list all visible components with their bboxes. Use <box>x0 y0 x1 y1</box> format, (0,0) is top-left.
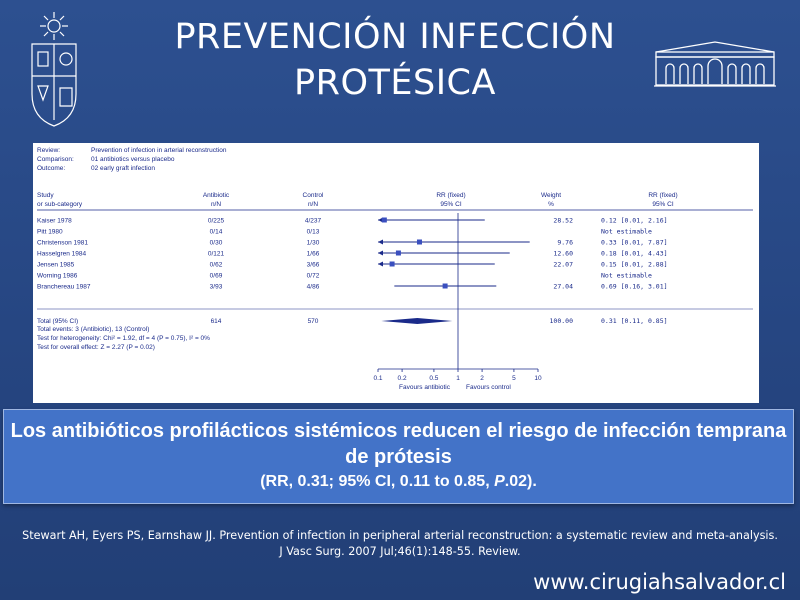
study-weight: 28.52 <box>553 217 573 225</box>
antibiotic-count: 0/225 <box>208 218 225 225</box>
control-count: 0/13 <box>307 229 320 236</box>
outcome-label: Outcome: <box>37 165 65 172</box>
antibiotic-count: 0/69 <box>210 273 223 280</box>
x-tick-label: 1 <box>456 375 460 382</box>
summary-stats-post: .02). <box>504 473 537 490</box>
col-control-1: Control <box>303 192 325 199</box>
total-label: Total (95% CI) <box>37 318 78 325</box>
col-study-1: Study <box>37 192 54 199</box>
summary-statistics: (RR, 0.31; 95% CI, 0.11 to 0.85, P.02). <box>4 472 793 492</box>
point-estimate <box>416 239 422 245</box>
x-tick-label: 10 <box>534 375 542 382</box>
point-estimate <box>442 283 448 289</box>
study-name: Hasselgren 1984 <box>37 251 87 258</box>
x-tick-label: 5 <box>512 375 516 382</box>
university-crest-icon <box>31 12 77 127</box>
control-count: 4/86 <box>307 284 320 291</box>
study-name: Jensen 1985 <box>37 262 75 269</box>
control-count: 1/66 <box>307 251 320 258</box>
pooled-diamond <box>381 318 453 324</box>
control-count: 0/72 <box>307 273 320 280</box>
col-control-2: n/N <box>308 201 318 208</box>
total-control: 570 <box>308 318 319 325</box>
review-label: Review: <box>37 147 60 154</box>
antibiotic-count: 0/121 <box>208 251 225 258</box>
website-url: www.cirugiahsalvador.cl <box>533 570 786 594</box>
ci-arrow-left <box>378 250 383 256</box>
col-rrci-2: 95% CI <box>652 201 674 208</box>
summary-stats-pre: (RR, 0.31; 95% CI, 0.11 to 0.85, <box>260 473 495 490</box>
col-study-2: or sub-category <box>37 201 83 208</box>
total-rr-ci: 0.31 [0.11, 0.85] <box>601 317 668 325</box>
antibiotic-count: 0/62 <box>210 262 223 269</box>
antibiotic-count: 0/30 <box>210 240 223 247</box>
ci-arrow-left <box>378 239 383 245</box>
summary-conclusion: Los antibióticos profilácticos sistémico… <box>10 420 787 468</box>
study-name: Kaiser 1978 <box>37 218 72 225</box>
study-weight: 12.60 <box>553 250 573 258</box>
study-name: Branchereau 1987 <box>37 284 91 291</box>
study-rr-ci: Not estimable <box>601 228 652 236</box>
title-line-1: PREVENCIÓN INFECCIÓN <box>174 17 616 57</box>
citation-text: Stewart AH, Eyers PS, Earnshaw JJ. Preve… <box>22 529 778 558</box>
study-weight: 9.76 <box>557 239 573 247</box>
title-line-2: PROTÉSICA <box>294 63 496 103</box>
total-antibiotic: 614 <box>211 318 222 325</box>
col-rrci-1: RR (fixed) <box>648 192 677 199</box>
control-count: 3/66 <box>307 262 320 269</box>
total-weight: 100.00 <box>550 317 574 325</box>
outcome-value: 02 early graft infection <box>91 165 155 172</box>
col-weight-1: Weight <box>541 192 561 199</box>
study-rr-ci: Not estimable <box>601 272 652 280</box>
study-weight: 22.07 <box>553 261 573 269</box>
study-rr-ci: 0.18 [0.01, 4.43] <box>601 250 668 258</box>
x-tick-label: 0.1 <box>373 375 382 382</box>
antibiotic-count: 0/14 <box>210 229 223 236</box>
study-name: Christenson 1981 <box>37 240 88 247</box>
study-rr-ci: 0.69 [0.16, 3.01] <box>601 283 668 291</box>
x-tick-label: 0.2 <box>398 375 407 382</box>
comparison-label: Comparison: <box>37 156 74 163</box>
study-name: Pitt 1980 <box>37 229 63 236</box>
study-rr-ci: 0.12 [0.01, 2.16] <box>601 217 668 225</box>
study-name: Worning 1986 <box>37 273 78 280</box>
col-antibiotic-2: n/N <box>211 201 221 208</box>
footnote-events: Total events: 3 (Antibiotic), 13 (Contro… <box>37 326 149 333</box>
x-tick-label: 2 <box>480 375 484 382</box>
footnote-heterogeneity: Test for heterogeneity: Chi² = 1.92, df … <box>37 335 210 342</box>
favours-left-label: Favours antibiotic <box>399 384 451 391</box>
antibiotic-count: 3/93 <box>210 284 223 291</box>
col-rr-1: RR (fixed) <box>436 192 465 199</box>
col-weight-2: % <box>548 201 554 208</box>
ci-arrow-left <box>378 261 383 267</box>
study-rr-ci: 0.33 [0.01, 7.87] <box>601 239 668 247</box>
review-value: Prevention of infection in arterial reco… <box>91 147 227 154</box>
x-tick-label: 0.5 <box>429 375 438 382</box>
col-antibiotic-1: Antibiotic <box>203 192 230 199</box>
point-estimate <box>395 250 401 256</box>
favours-right-label: Favours control <box>466 384 511 391</box>
control-count: 4/237 <box>305 218 322 225</box>
forest-plot: Review: Prevention of infection in arter… <box>37 147 753 391</box>
forest-plot-panel: Review: Prevention of infection in arter… <box>33 143 759 403</box>
control-count: 1/30 <box>307 240 320 247</box>
footnote-overall-effect: Test for overall effect: Z = 2.27 (P = 0… <box>37 344 155 351</box>
study-rr-ci: 0.15 [0.01, 2.88] <box>601 261 668 269</box>
point-estimate <box>381 217 387 223</box>
col-rr-2: 95% CI <box>440 201 462 208</box>
summary-stats-p: P <box>494 473 505 490</box>
comparison-value: 01 antibiotics versus placebo <box>91 156 175 163</box>
slide-title: PREVENCIÓN INFECCIÓN PROTÉSICA <box>150 14 640 106</box>
building-facade-icon <box>654 41 776 87</box>
ci-arrow-left <box>378 217 383 223</box>
summary-box: Los antibióticos profilácticos sistémico… <box>3 409 794 504</box>
study-weight: 27.04 <box>553 283 573 291</box>
point-estimate <box>389 261 395 267</box>
